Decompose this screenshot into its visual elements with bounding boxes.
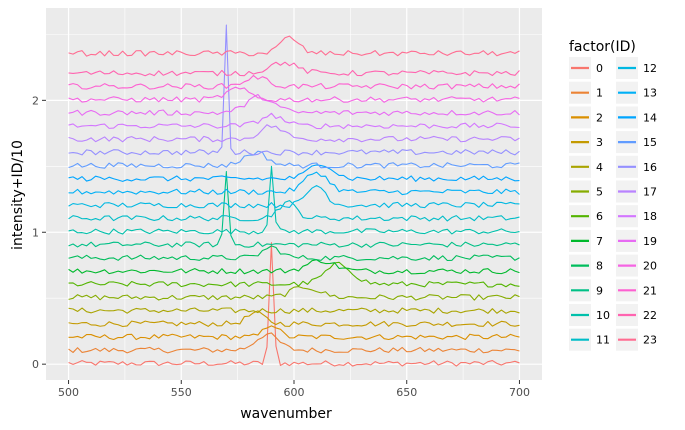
series-line-20 <box>68 86 520 103</box>
y-tick-label: 0 <box>32 358 39 371</box>
legend-label-12: 12 <box>643 62 657 75</box>
series-line-5 <box>68 286 520 301</box>
x-tick-label: 500 <box>58 386 79 399</box>
legend-label-4: 4 <box>596 161 603 174</box>
legend-label-17: 17 <box>643 186 657 199</box>
legend-label-15: 15 <box>643 136 657 149</box>
x-tick-label: 600 <box>284 386 305 399</box>
legend-label-5: 5 <box>596 186 603 199</box>
legend-label-16: 16 <box>643 161 657 174</box>
legend-label-6: 6 <box>596 210 603 223</box>
series-line-7 <box>68 259 520 275</box>
legend-label-10: 10 <box>596 309 610 322</box>
legend-label-0: 0 <box>596 62 603 75</box>
legend-label-20: 20 <box>643 260 657 273</box>
series-line-9 <box>68 171 520 248</box>
series-line-10 <box>68 165 520 235</box>
series-line-6 <box>68 261 520 288</box>
x-tick-label: 650 <box>396 386 417 399</box>
legend-label-23: 23 <box>643 334 657 347</box>
legend-title: factor(ID) <box>569 39 636 55</box>
series-line-2 <box>68 325 520 341</box>
series-line-19 <box>68 93 520 116</box>
legend-label-21: 21 <box>643 284 657 297</box>
legend-label-1: 1 <box>596 87 603 100</box>
series-line-18 <box>68 112 520 130</box>
legend-label-18: 18 <box>643 210 657 223</box>
legend-label-13: 13 <box>643 87 657 100</box>
series-line-14 <box>68 164 520 182</box>
series-line-8 <box>68 245 520 262</box>
y-tick-label: 1 <box>32 226 39 239</box>
series-line-11 <box>68 200 520 222</box>
series-line-12 <box>68 185 520 209</box>
series-line-3 <box>68 310 520 328</box>
legend-label-22: 22 <box>643 309 657 322</box>
legend-label-3: 3 <box>596 136 603 149</box>
x-tick-label: 550 <box>171 386 192 399</box>
legend-label-9: 9 <box>596 284 603 297</box>
legend-label-8: 8 <box>596 260 603 273</box>
series-line-22 <box>68 61 520 77</box>
legend-label-19: 19 <box>643 235 657 248</box>
series-line-4 <box>68 307 520 314</box>
legend-label-2: 2 <box>596 111 603 124</box>
series-line-13 <box>68 171 520 196</box>
series-layer <box>68 24 520 367</box>
legend: factor(ID) 01234567891011121314151617181… <box>569 39 657 351</box>
series-line-1 <box>68 332 520 354</box>
series-line-15 <box>68 150 520 169</box>
x-tick-label: 700 <box>509 386 530 399</box>
series-line-23 <box>68 35 520 57</box>
legend-label-11: 11 <box>596 334 610 347</box>
axis-layer: 500 550 600 650 700 0 1 2 <box>32 94 530 399</box>
series-line-17 <box>68 124 520 143</box>
series-line-0 <box>68 242 520 367</box>
x-axis-title: wavenumber <box>240 406 332 422</box>
legend-label-7: 7 <box>596 235 603 248</box>
legend-label-14: 14 <box>643 111 657 124</box>
y-axis-title: intensity+ID/10 <box>10 140 26 250</box>
y-tick-label: 2 <box>32 94 39 107</box>
series-line-16 <box>68 24 520 156</box>
series-line-21 <box>68 74 520 90</box>
